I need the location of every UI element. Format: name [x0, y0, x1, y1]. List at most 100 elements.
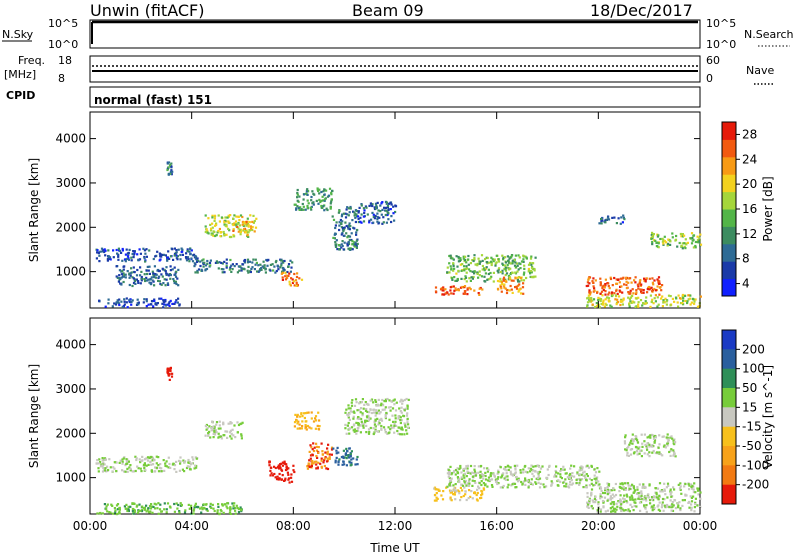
range-cell	[469, 288, 472, 291]
range-cell	[681, 499, 684, 502]
range-cell	[346, 236, 349, 239]
range-cell	[675, 234, 678, 238]
data-cluster	[96, 502, 243, 516]
range-cell	[475, 493, 478, 497]
range-cell	[127, 251, 130, 254]
data-cluster	[433, 486, 486, 502]
range-cell	[192, 512, 195, 515]
range-cell	[107, 249, 110, 252]
range-cell	[348, 228, 351, 231]
range-cell	[99, 461, 102, 464]
range-cell	[234, 507, 237, 510]
range-cell	[400, 419, 403, 422]
range-cell	[347, 214, 350, 217]
range-cell	[477, 292, 480, 295]
range-cell	[477, 471, 480, 474]
range-cell	[369, 408, 372, 411]
range-cell	[374, 400, 378, 403]
range-cell	[637, 285, 640, 288]
range-cell	[167, 274, 170, 277]
range-cell	[97, 462, 100, 465]
range-cell	[514, 286, 517, 289]
range-cell	[234, 512, 237, 515]
range-cell	[489, 479, 492, 482]
range-cell	[173, 266, 176, 269]
range-cell	[129, 464, 132, 467]
range-cell	[152, 257, 155, 261]
range-cell	[656, 285, 659, 288]
range-cell	[297, 420, 300, 423]
range-cell	[316, 424, 319, 427]
range-cell	[194, 456, 197, 459]
range-cell	[509, 284, 512, 288]
range-cell	[111, 305, 114, 308]
range-cell	[326, 457, 329, 460]
range-cell	[122, 280, 125, 284]
range-cell	[313, 460, 316, 463]
range-cell	[143, 298, 146, 301]
range-cell	[663, 504, 666, 507]
range-cell	[188, 468, 192, 471]
range-cell	[301, 420, 304, 423]
x-tick-label: 20:00	[581, 519, 616, 533]
y-tick-label: 1000	[55, 265, 86, 279]
range-cell	[346, 413, 349, 416]
range-cell	[330, 193, 333, 196]
range-cell	[674, 455, 677, 458]
range-cell	[299, 427, 302, 430]
range-cell	[237, 423, 241, 427]
range-cell	[661, 305, 664, 308]
range-cell	[314, 417, 317, 420]
range-cell	[586, 301, 590, 304]
range-cell	[610, 305, 613, 308]
range-cell	[305, 190, 308, 193]
range-cell	[217, 214, 220, 217]
range-cell	[334, 224, 337, 227]
range-cell	[215, 222, 218, 225]
range-cell	[341, 213, 344, 216]
range-cell	[274, 466, 277, 470]
range-cell	[229, 506, 232, 509]
range-cell	[671, 505, 674, 508]
range-cell	[157, 502, 160, 505]
range-cell	[239, 506, 242, 509]
range-cell	[157, 276, 160, 279]
range-cell	[504, 478, 507, 481]
range-cell	[311, 462, 314, 465]
range-cell	[200, 506, 203, 509]
range-cell	[484, 258, 487, 261]
range-cell	[131, 276, 134, 279]
range-cell	[637, 495, 640, 498]
range-cell	[320, 206, 323, 209]
range-cell	[534, 256, 537, 259]
range-cell	[589, 291, 592, 294]
range-cell	[693, 510, 696, 513]
range-cell	[302, 198, 305, 201]
range-cell	[168, 369, 171, 372]
range-cell	[203, 261, 206, 264]
range-cell	[98, 260, 101, 263]
range-cell	[609, 496, 612, 499]
range-cell	[163, 508, 166, 511]
range-cell	[677, 294, 680, 297]
range-cell	[340, 246, 343, 249]
range-cell	[284, 477, 287, 480]
range-cell	[686, 301, 689, 305]
range-cell	[469, 270, 472, 273]
range-cell	[378, 412, 381, 415]
range-cell	[661, 435, 664, 438]
range-cell	[446, 472, 449, 475]
range-cell	[264, 268, 267, 271]
range-cell	[157, 464, 160, 467]
range-cell	[608, 492, 611, 495]
range-cell	[364, 419, 367, 422]
range-cell	[332, 447, 335, 450]
range-cell	[532, 276, 535, 279]
range-cell	[350, 458, 353, 461]
range-cell	[600, 302, 603, 306]
range-cell	[217, 503, 220, 506]
range-cell	[175, 460, 178, 463]
range-cell	[206, 262, 209, 265]
range-cell	[472, 275, 475, 279]
